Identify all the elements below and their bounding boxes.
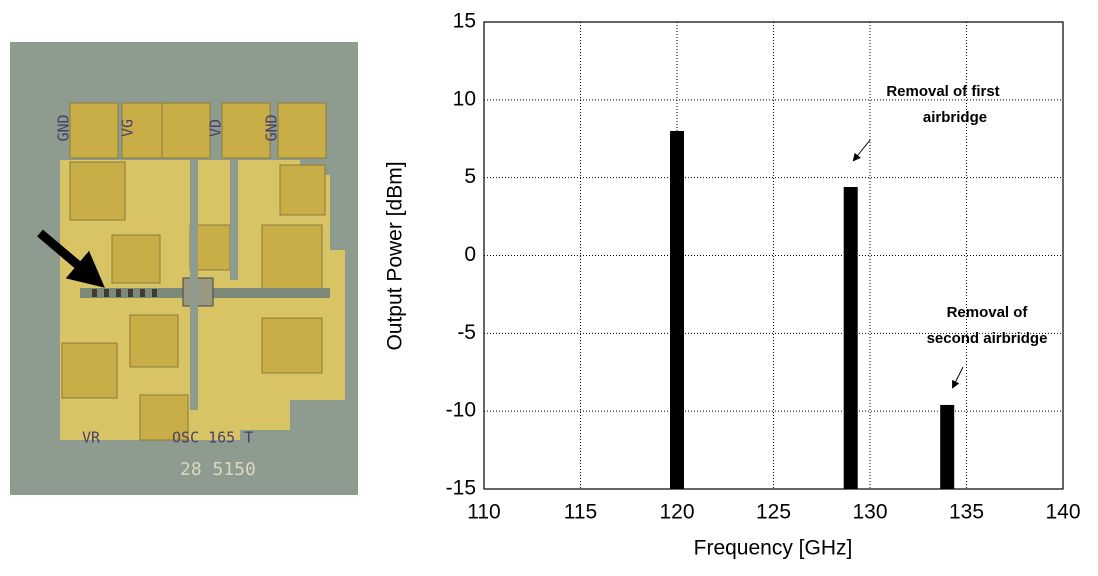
y-tick-label: -5 [457, 321, 476, 344]
chip-label: GND [263, 114, 281, 141]
annotation: airbridge [923, 109, 987, 126]
y-tick-label: -10 [446, 399, 476, 422]
annotation: second airbridge [927, 330, 1048, 347]
chip-label: VD [207, 119, 225, 137]
plot-frame [483, 21, 1064, 490]
bar [670, 130, 684, 489]
x-tick-label: 115 [564, 501, 597, 524]
y-tick-label: 5 [464, 165, 476, 188]
x-axis-title: Frequency [GHz] [694, 537, 853, 560]
chip-label: GND [55, 114, 73, 141]
x-tick-label: 130 [852, 501, 887, 524]
y-tick-label: 0 [464, 243, 476, 266]
bar [940, 404, 955, 489]
annotation-arrow [952, 366, 964, 389]
arrow [37, 229, 105, 288]
airbridges [92, 289, 157, 297]
chip-label: 28 5150 [180, 459, 256, 480]
x-tick-label: 120 [659, 501, 694, 524]
annotation: Removal of [947, 304, 1029, 321]
bar [843, 187, 858, 490]
x-tick-label: 135 [949, 501, 984, 524]
x-tick-label: 110 [467, 501, 500, 524]
chip-label: VG [119, 119, 137, 137]
chip-photo: GND VG VD GND VR OSC 165 T 28 5150 [10, 42, 358, 495]
pads [61, 102, 327, 441]
annotation: Removal of first [886, 83, 999, 100]
line [190, 160, 198, 410]
x-tick-label: 125 [756, 501, 791, 524]
y-tick-label: 10 [453, 87, 476, 110]
x-tick-label: 140 [1045, 501, 1080, 524]
chip-label: OSC 165 T [172, 429, 253, 447]
chip-label: VR [82, 429, 101, 447]
y-tick-label: 15 [453, 10, 476, 33]
y-tick-label: -15 [446, 477, 476, 500]
annotation-arrow [852, 139, 871, 162]
y-axis-title: Output Power [dBm] [384, 161, 407, 350]
line [230, 160, 238, 280]
